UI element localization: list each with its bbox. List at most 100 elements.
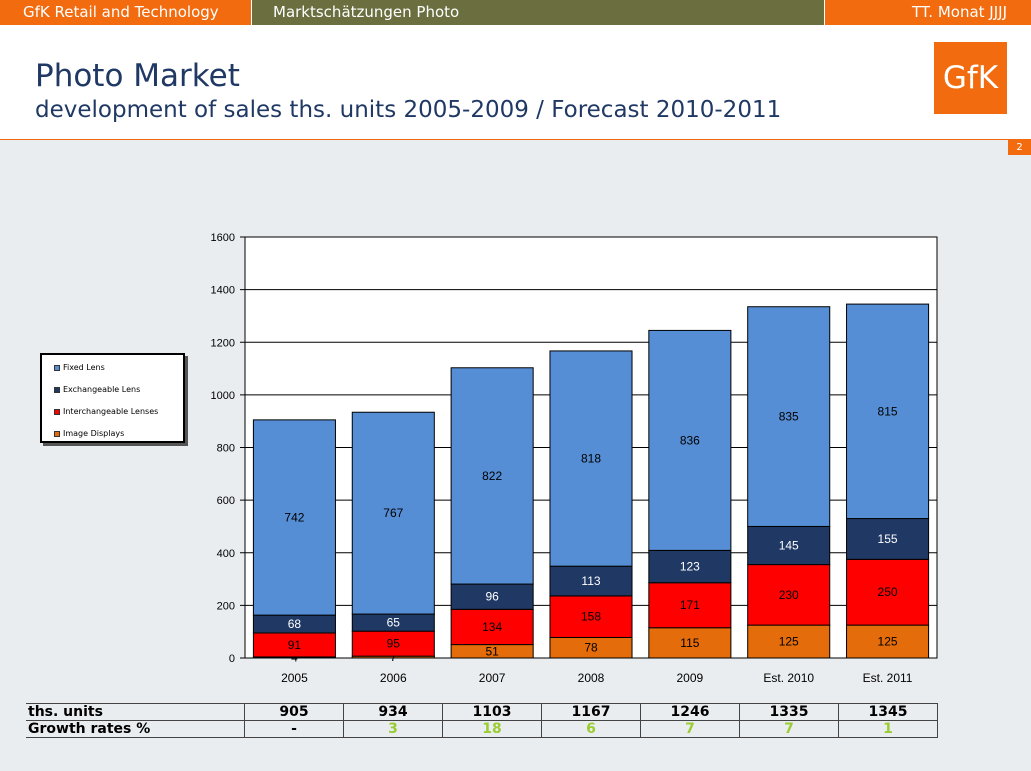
data-label: 125 <box>779 635 799 649</box>
chart-legend: Fixed Lens Exchangeable Lens Interchange… <box>40 353 185 443</box>
data-label: 815 <box>878 404 898 418</box>
bar-segment <box>846 558 930 626</box>
legend-label: Image Displays <box>63 429 125 438</box>
data-label: 158 <box>581 610 601 624</box>
data-label: 78 <box>584 641 598 655</box>
data-label: 7 <box>390 650 397 664</box>
data-label: 230 <box>779 588 799 602</box>
x-tick-label: 2007 <box>479 671 506 685</box>
data-label: 123 <box>680 560 700 574</box>
legend-item-image-displays: Image Displays <box>54 429 124 438</box>
page-number: 2 <box>1008 140 1031 155</box>
data-label: 65 <box>387 616 401 630</box>
bar-segment <box>450 608 534 646</box>
y-tick-label: 600 <box>217 495 235 507</box>
table-cell: 1167 <box>541 703 641 721</box>
legend-swatch <box>54 386 60 393</box>
table-cell: 3 <box>343 720 443 738</box>
data-label: 250 <box>878 585 898 599</box>
data-label: 4 <box>291 650 298 664</box>
stacked-bar-chart: 0 200 400 600 800 1000 1200 1400 1600 491 68 742 200… <box>211 232 938 685</box>
legend-item-interchangeable-lenses: Interchangeable Lenses <box>54 407 158 416</box>
row-label: ths. units <box>26 703 245 721</box>
data-label: 95 <box>387 637 401 651</box>
legend-item-exchangeable-lens: Exchangeable Lens <box>54 385 140 394</box>
y-tick-label: 1400 <box>211 285 235 297</box>
x-tick-label: 2009 <box>677 671 704 685</box>
bar-segment <box>450 583 534 610</box>
bar-segment <box>846 624 930 659</box>
topbar-company: GfK Retail and Technology <box>0 0 251 25</box>
data-label: 91 <box>288 638 302 652</box>
slide-header: Photo Market development of sales ths. u… <box>0 25 1031 140</box>
table-cell: 1345 <box>838 703 938 721</box>
data-label: 767 <box>383 506 403 520</box>
summary-table: ths. units 905 934 1103 1167 1246 1335 1… <box>26 703 938 738</box>
data-label: 113 <box>581 574 600 588</box>
legend-swatch <box>54 430 60 437</box>
y-tick-label: 400 <box>217 548 235 560</box>
table-cell: 905 <box>244 703 344 721</box>
topbar-section: Marktschätzungen Photo <box>251 0 824 25</box>
top-bar: GfK Retail and Technology Marktschätzung… <box>0 0 1031 25</box>
x-tick-label: 2006 <box>380 671 407 685</box>
bar-segment <box>846 303 930 520</box>
data-label: 96 <box>485 590 499 604</box>
bar-segment <box>648 549 732 584</box>
data-label: 155 <box>878 532 898 546</box>
topbar-date: TT. Monat JJJJ <box>824 0 1031 25</box>
data-label: 125 <box>878 635 898 649</box>
row-label: Growth rates % <box>26 720 245 738</box>
bar-segment <box>648 582 732 629</box>
table-cell: 1335 <box>739 703 839 721</box>
y-tick-label: 0 <box>229 653 235 665</box>
legend-label: Fixed Lens <box>63 363 105 372</box>
table-cell: 18 <box>442 720 542 738</box>
bar-segment <box>549 565 633 597</box>
data-label: 51 <box>485 644 499 658</box>
table-row-growth: Growth rates % - 3 18 6 7 7 1 <box>26 720 938 738</box>
bar-segment <box>450 367 534 585</box>
bar-segment <box>747 306 831 527</box>
x-tick-label: Est. 2011 <box>863 671 913 685</box>
bar-segment <box>747 624 831 659</box>
bar-segment <box>648 329 732 551</box>
x-tick-label: 2008 <box>578 671 605 685</box>
table-cell: 7 <box>739 720 839 738</box>
data-label: 145 <box>779 539 799 553</box>
bar-segment <box>846 518 930 560</box>
table-cell: - <box>244 720 344 738</box>
legend-label: Exchangeable Lens <box>63 385 141 394</box>
data-label: 742 <box>284 510 304 524</box>
data-label: 818 <box>581 452 601 466</box>
table-cell: 1246 <box>640 703 740 721</box>
bar-segment <box>648 627 732 659</box>
data-label: 115 <box>680 636 699 650</box>
x-tick-label: Est. 2010 <box>763 671 814 685</box>
y-tick-label: 1600 <box>211 232 235 244</box>
data-label: 134 <box>482 620 502 634</box>
page-title: Photo Market <box>35 58 240 94</box>
data-label: 822 <box>482 469 502 483</box>
bar-segment <box>351 411 435 615</box>
y-tick-label: 200 <box>217 600 235 612</box>
legend-item-fixed-lens: Fixed Lens <box>54 363 105 372</box>
table-cell: 934 <box>343 703 443 721</box>
data-label: 835 <box>779 410 799 424</box>
data-label: 171 <box>680 598 700 612</box>
bar-segment <box>252 419 336 616</box>
data-label: 68 <box>288 617 302 631</box>
table-row-units: ths. units 905 934 1103 1167 1246 1335 1… <box>26 703 938 721</box>
table-cell: 7 <box>640 720 740 738</box>
legend-label: Interchangeable Lenses <box>63 407 159 416</box>
gfk-logo: GfK <box>934 42 1007 114</box>
y-tick-label: 1000 <box>211 390 235 402</box>
bar-segment <box>549 350 633 567</box>
table-cell: 6 <box>541 720 641 738</box>
data-label: 836 <box>680 433 700 447</box>
y-tick-label: 1200 <box>211 337 235 349</box>
legend-swatch <box>54 408 60 415</box>
page-subtitle: development of sales ths. units 2005-200… <box>35 97 782 123</box>
legend-swatch <box>54 364 60 371</box>
y-tick-label: 800 <box>217 443 235 455</box>
